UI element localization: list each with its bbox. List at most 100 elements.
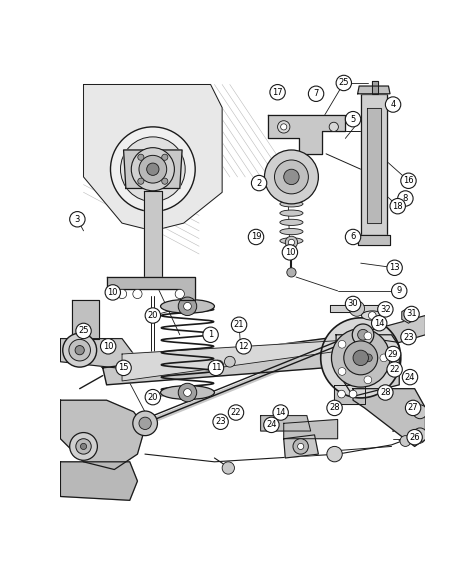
Circle shape: [231, 317, 247, 332]
Circle shape: [264, 417, 279, 433]
Polygon shape: [284, 435, 319, 458]
Polygon shape: [334, 385, 365, 404]
Circle shape: [145, 389, 161, 405]
Polygon shape: [61, 339, 134, 369]
Circle shape: [365, 354, 372, 362]
Circle shape: [321, 318, 401, 398]
Text: 6: 6: [350, 233, 356, 241]
Polygon shape: [353, 389, 425, 446]
Text: 25: 25: [78, 327, 89, 335]
Polygon shape: [361, 94, 387, 234]
Circle shape: [76, 439, 91, 454]
Text: 10: 10: [285, 248, 295, 257]
Circle shape: [131, 147, 174, 191]
Text: 14: 14: [275, 408, 286, 417]
Text: 20: 20: [147, 311, 158, 320]
Circle shape: [309, 86, 324, 101]
Polygon shape: [103, 335, 365, 385]
Circle shape: [349, 301, 365, 316]
Circle shape: [398, 191, 413, 206]
Circle shape: [225, 357, 235, 367]
Circle shape: [248, 229, 264, 245]
Text: 23: 23: [403, 332, 414, 342]
Text: 20: 20: [147, 393, 158, 401]
Circle shape: [236, 339, 251, 354]
Text: 22: 22: [389, 365, 400, 374]
Text: 12: 12: [238, 342, 249, 351]
Circle shape: [270, 85, 285, 100]
Circle shape: [278, 121, 290, 133]
Text: 1: 1: [208, 330, 213, 339]
Polygon shape: [358, 86, 390, 94]
Circle shape: [344, 341, 378, 375]
Text: 24: 24: [266, 420, 277, 429]
Text: 16: 16: [403, 176, 414, 185]
Circle shape: [368, 312, 376, 319]
Circle shape: [146, 163, 159, 175]
Polygon shape: [61, 400, 145, 469]
Circle shape: [139, 417, 151, 430]
Polygon shape: [368, 316, 425, 343]
Circle shape: [203, 327, 219, 343]
Text: 11: 11: [211, 363, 221, 372]
Circle shape: [346, 229, 361, 245]
Circle shape: [183, 389, 191, 396]
Text: 10: 10: [108, 288, 118, 297]
Circle shape: [281, 124, 287, 130]
Circle shape: [404, 306, 419, 321]
Text: 28: 28: [329, 403, 340, 412]
Circle shape: [327, 446, 342, 462]
Circle shape: [401, 173, 416, 188]
Circle shape: [353, 350, 368, 366]
Polygon shape: [358, 234, 390, 245]
Circle shape: [329, 122, 338, 131]
Polygon shape: [83, 85, 222, 231]
Circle shape: [353, 343, 384, 373]
Text: 19: 19: [251, 233, 261, 241]
Circle shape: [70, 433, 97, 460]
Text: 32: 32: [380, 305, 391, 314]
Text: 10: 10: [103, 342, 113, 351]
Text: 26: 26: [410, 433, 420, 442]
Circle shape: [349, 390, 357, 398]
Circle shape: [288, 239, 294, 245]
Circle shape: [100, 339, 116, 354]
Circle shape: [75, 346, 84, 355]
Ellipse shape: [280, 229, 303, 234]
Text: 27: 27: [408, 403, 419, 412]
Circle shape: [133, 289, 142, 298]
Polygon shape: [72, 300, 99, 354]
Circle shape: [116, 360, 131, 376]
Circle shape: [285, 236, 298, 248]
Text: 31: 31: [406, 309, 417, 319]
Ellipse shape: [280, 238, 303, 244]
Circle shape: [264, 150, 319, 204]
Polygon shape: [402, 308, 415, 323]
Circle shape: [385, 97, 401, 112]
Circle shape: [298, 444, 304, 449]
Circle shape: [293, 439, 309, 454]
Polygon shape: [372, 81, 378, 94]
Text: 22: 22: [231, 408, 241, 417]
Circle shape: [213, 360, 224, 371]
Circle shape: [213, 414, 228, 430]
Circle shape: [346, 296, 361, 312]
Ellipse shape: [280, 210, 303, 216]
Text: 13: 13: [389, 263, 400, 272]
Polygon shape: [144, 191, 162, 277]
Circle shape: [138, 154, 144, 160]
Text: 28: 28: [380, 388, 391, 397]
Text: 5: 5: [350, 115, 356, 124]
Circle shape: [387, 260, 402, 275]
Circle shape: [401, 329, 416, 345]
Ellipse shape: [362, 311, 383, 320]
Circle shape: [63, 334, 97, 367]
Circle shape: [380, 354, 388, 362]
Circle shape: [105, 285, 120, 300]
Circle shape: [287, 268, 296, 277]
Circle shape: [282, 245, 298, 260]
Circle shape: [82, 343, 88, 350]
Ellipse shape: [280, 201, 303, 207]
Circle shape: [338, 340, 346, 348]
Text: 24: 24: [405, 373, 415, 382]
